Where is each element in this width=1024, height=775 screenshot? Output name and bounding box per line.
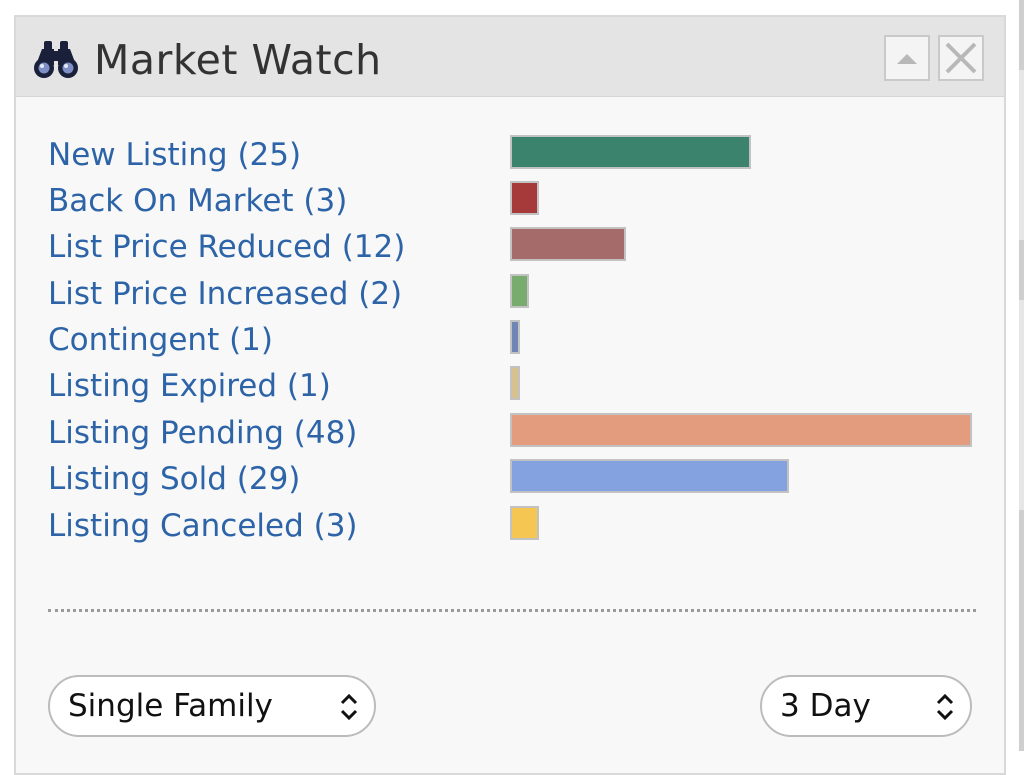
adjacent-panel-edge <box>1019 0 1024 751</box>
triangle-up-icon <box>897 54 917 64</box>
close-icon <box>945 42 977 74</box>
listing-link-listing-canceled[interactable]: Listing Canceled (3) <box>48 508 358 544</box>
bar-listing-expired <box>510 366 520 400</box>
bar-listing-pending <box>510 413 972 447</box>
widget-header: Market Watch <box>16 17 1004 97</box>
dotted-divider <box>48 609 976 612</box>
bar-listing-sold <box>510 459 789 493</box>
listing-link-listing-pending[interactable]: Listing Pending (48) <box>48 415 358 451</box>
bar-list-price-reduced <box>510 227 626 261</box>
bar-listing-canceled <box>510 506 539 540</box>
binoculars-icon <box>34 41 78 78</box>
close-button[interactable] <box>938 35 984 81</box>
collapse-button[interactable] <box>884 35 930 81</box>
bar-list-price-increased <box>510 274 529 308</box>
listing-link-new-listing[interactable]: New Listing (25) <box>48 137 302 173</box>
period-select[interactable]: 3 Day <box>760 675 972 737</box>
market-watch-widget: Market Watch New Listing (25) Back On Ma… <box>14 15 1006 775</box>
bar-contingent <box>510 320 520 354</box>
chevron-up-down-icon <box>936 693 954 721</box>
period-value: 3 Day <box>780 688 871 724</box>
bar-back-on-market <box>510 181 539 215</box>
property-type-value: Single Family <box>68 688 273 724</box>
listing-link-listing-expired[interactable]: Listing Expired (1) <box>48 368 331 404</box>
listing-link-listing-sold[interactable]: Listing Sold (29) <box>48 461 301 497</box>
bar-new-listing <box>510 135 751 169</box>
listing-bar-chart <box>510 17 980 577</box>
chevron-up-down-icon <box>340 693 358 721</box>
widget-title: Market Watch <box>94 36 382 84</box>
listing-link-list-price-reduced[interactable]: List Price Reduced (12) <box>48 229 406 265</box>
listing-link-contingent[interactable]: Contingent (1) <box>48 322 273 358</box>
listing-link-list-price-increased[interactable]: List Price Increased (2) <box>48 276 403 312</box>
listing-link-back-on-market[interactable]: Back On Market (3) <box>48 183 348 219</box>
property-type-select[interactable]: Single Family <box>48 675 376 737</box>
